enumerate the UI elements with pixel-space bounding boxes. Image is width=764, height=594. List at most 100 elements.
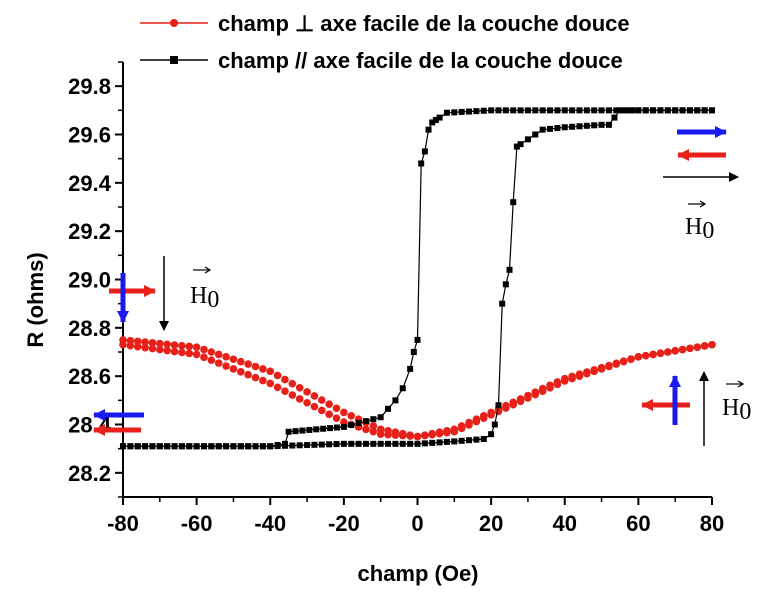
data-point-perpendicular [553, 378, 562, 386]
data-point-parallel [701, 107, 708, 114]
data-point-parallel [635, 107, 642, 114]
h0-text-right-top: H0 [685, 214, 714, 244]
h0-text-left: H0 [190, 283, 219, 313]
data-point-parallel [285, 428, 292, 435]
data-point-parallel [583, 107, 590, 114]
data-point-parallel [547, 107, 554, 114]
data-point-parallel [333, 424, 340, 431]
data-point-perpendicular [590, 366, 598, 374]
y-axis-title: R (ohms) [23, 252, 48, 347]
data-point-perpendicular [435, 428, 444, 437]
data-point-parallel [425, 126, 432, 133]
data-point-parallel [164, 443, 171, 450]
annotation-left-top: H0 [109, 256, 219, 331]
data-point-parallel [120, 443, 126, 450]
data-point-perpendicular [671, 346, 679, 355]
data-point-perpendicular [192, 343, 201, 351]
data-point-perpendicular [229, 365, 238, 373]
data-point-parallel [223, 443, 230, 450]
data-point-parallel [443, 438, 450, 445]
x-tick-label: 0 [411, 511, 423, 536]
data-point-perpendicular [546, 381, 554, 390]
data-point-parallel [502, 107, 509, 114]
x-tick-label: 60 [626, 511, 650, 536]
h0-label-right-bottom: H0 [722, 380, 751, 425]
data-point-parallel [407, 365, 414, 372]
data-point-parallel [591, 107, 598, 114]
data-point-parallel [348, 421, 355, 428]
data-point-parallel [267, 443, 274, 450]
data-point-parallel [510, 107, 517, 114]
data-point-perpendicular [332, 404, 341, 413]
data-point-perpendicular [310, 392, 319, 400]
data-point-perpendicular [259, 365, 267, 373]
data-point-parallel [385, 440, 392, 447]
data-point-parallel [421, 440, 428, 447]
data-point-parallel [436, 439, 443, 446]
data-point-parallel [554, 125, 561, 132]
data-point-parallel [245, 443, 252, 450]
x-axis-title: champ (Oe) [357, 561, 478, 586]
data-point-perpendicular [406, 432, 414, 440]
y-tick-label: 29.8 [68, 74, 111, 99]
data-point-perpendicular [575, 370, 584, 379]
data-point-perpendicular [531, 388, 540, 396]
data-point-perpendicular [207, 348, 216, 356]
data-point-parallel [306, 426, 313, 433]
data-point-perpendicular [133, 342, 142, 351]
data-point-parallel [134, 443, 141, 450]
annotation-left-bottom [93, 409, 144, 436]
data-point-parallel [561, 124, 568, 131]
data-point-perpendicular [502, 401, 510, 410]
annotation-right-top: H0 [663, 126, 739, 244]
data-point-parallel [495, 107, 502, 114]
data-point-parallel [399, 440, 406, 447]
data-point-perpendicular [605, 361, 613, 370]
data-point-parallel [591, 122, 598, 129]
data-point-perpendicular [597, 363, 606, 372]
data-point-parallel [495, 402, 502, 409]
data-point-perpendicular [303, 398, 311, 407]
data-point-parallel [377, 414, 384, 421]
data-point-parallel [650, 107, 657, 114]
data-point-perpendicular [465, 418, 473, 427]
data-point-parallel [642, 107, 649, 114]
data-point-perpendicular [163, 340, 171, 349]
data-point-perpendicular [133, 337, 142, 346]
data-point-perpendicular [229, 355, 238, 364]
data-point-parallel [355, 420, 362, 427]
data-point-parallel [399, 385, 406, 392]
data-point-parallel [576, 123, 583, 130]
legend-item-perpendicular: champ ⊥ axe facile de la couche douce [140, 11, 630, 36]
data-point-parallel [605, 107, 612, 114]
data-point-perpendicular [288, 379, 297, 388]
data-point-parallel [491, 421, 498, 428]
data-point-parallel [178, 443, 185, 450]
data-point-perpendicular [244, 370, 252, 379]
axes: -80 -60 -40 -20 0 20 40 60 8028.228.428.628.829.… [68, 61, 724, 536]
data-point-parallel [709, 107, 715, 114]
data-point-perpendicular [251, 373, 260, 382]
data-point-perpendicular [222, 353, 230, 361]
data-point-perpendicular [119, 340, 127, 349]
data-point-perpendicular [693, 343, 702, 351]
data-point-parallel [429, 119, 436, 126]
series-layer [119, 107, 716, 450]
data-point-perpendicular [200, 353, 208, 362]
data-point-perpendicular [156, 339, 164, 348]
data-point-perpendicular [428, 429, 437, 438]
data-point-parallel [598, 107, 605, 114]
series-line-parallel [123, 109, 712, 447]
data-point-perpendicular [656, 349, 665, 358]
legend-item-parallel: champ // axe facile de la couche douce [140, 48, 623, 73]
data-point-perpendicular [472, 415, 481, 423]
data-point-perpendicular [170, 341, 179, 349]
data-point-perpendicular [340, 408, 348, 417]
data-point-perpendicular [178, 348, 186, 357]
data-point-perpendicular [156, 345, 164, 354]
y-tick-label: 29.6 [68, 123, 111, 148]
data-point-perpendicular [281, 375, 289, 384]
data-point-perpendicular [678, 345, 687, 354]
data-point-perpendicular [538, 384, 547, 393]
data-point-parallel [679, 107, 686, 114]
